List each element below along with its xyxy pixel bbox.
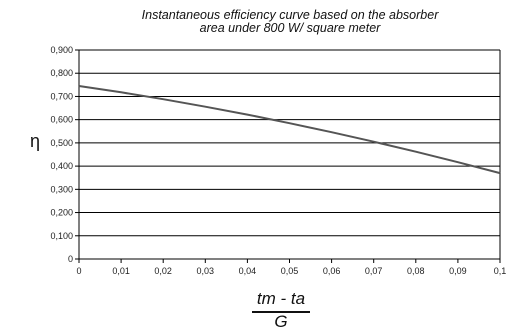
y-tick-label-2: 0,200 [50,208,73,218]
y-tick-label-9: 0,900 [50,45,73,55]
x-tick-label-10: 0,1 [494,266,507,276]
x-tick-label-9: 0,09 [449,266,467,276]
x-tick-label-8: 0,08 [407,266,425,276]
x-tick-label-1: 0,01 [112,266,130,276]
series-line-0 [78,85,501,175]
y-tick-label-8: 0,800 [50,68,73,78]
x-tick-label-4: 0,04 [239,266,257,276]
y-tick-label-4: 0,400 [50,161,73,171]
y-tick-label-1: 0,100 [50,231,73,241]
x-axis-label-fraction-bar [252,311,310,313]
y-tick-label-6: 0,600 [50,115,73,125]
x-tick-label-0: 0 [76,266,81,276]
y-tick-label-3: 0,300 [50,184,73,194]
y-axis-label: η [30,131,41,151]
x-tick-label-2: 0,02 [154,266,172,276]
x-tick-label-3: 0,03 [197,266,215,276]
y-tick-label-7: 0,700 [50,91,73,101]
x-tick-label-7: 0,07 [365,266,383,276]
chart-title-line-2: area under 800 W/ square meter [199,21,381,35]
x-tick-label-5: 0,05 [281,266,299,276]
x-axis-label-numerator: tm - ta [256,289,306,308]
x-axis-label-denominator: G [274,312,288,331]
y-tick-label-5: 0,500 [50,138,73,148]
y-tick-label-0: 0 [68,254,73,264]
chart-title-line-1: Instantaneous efficiency curve based on … [141,8,439,22]
x-tick-label-6: 0,06 [323,266,341,276]
